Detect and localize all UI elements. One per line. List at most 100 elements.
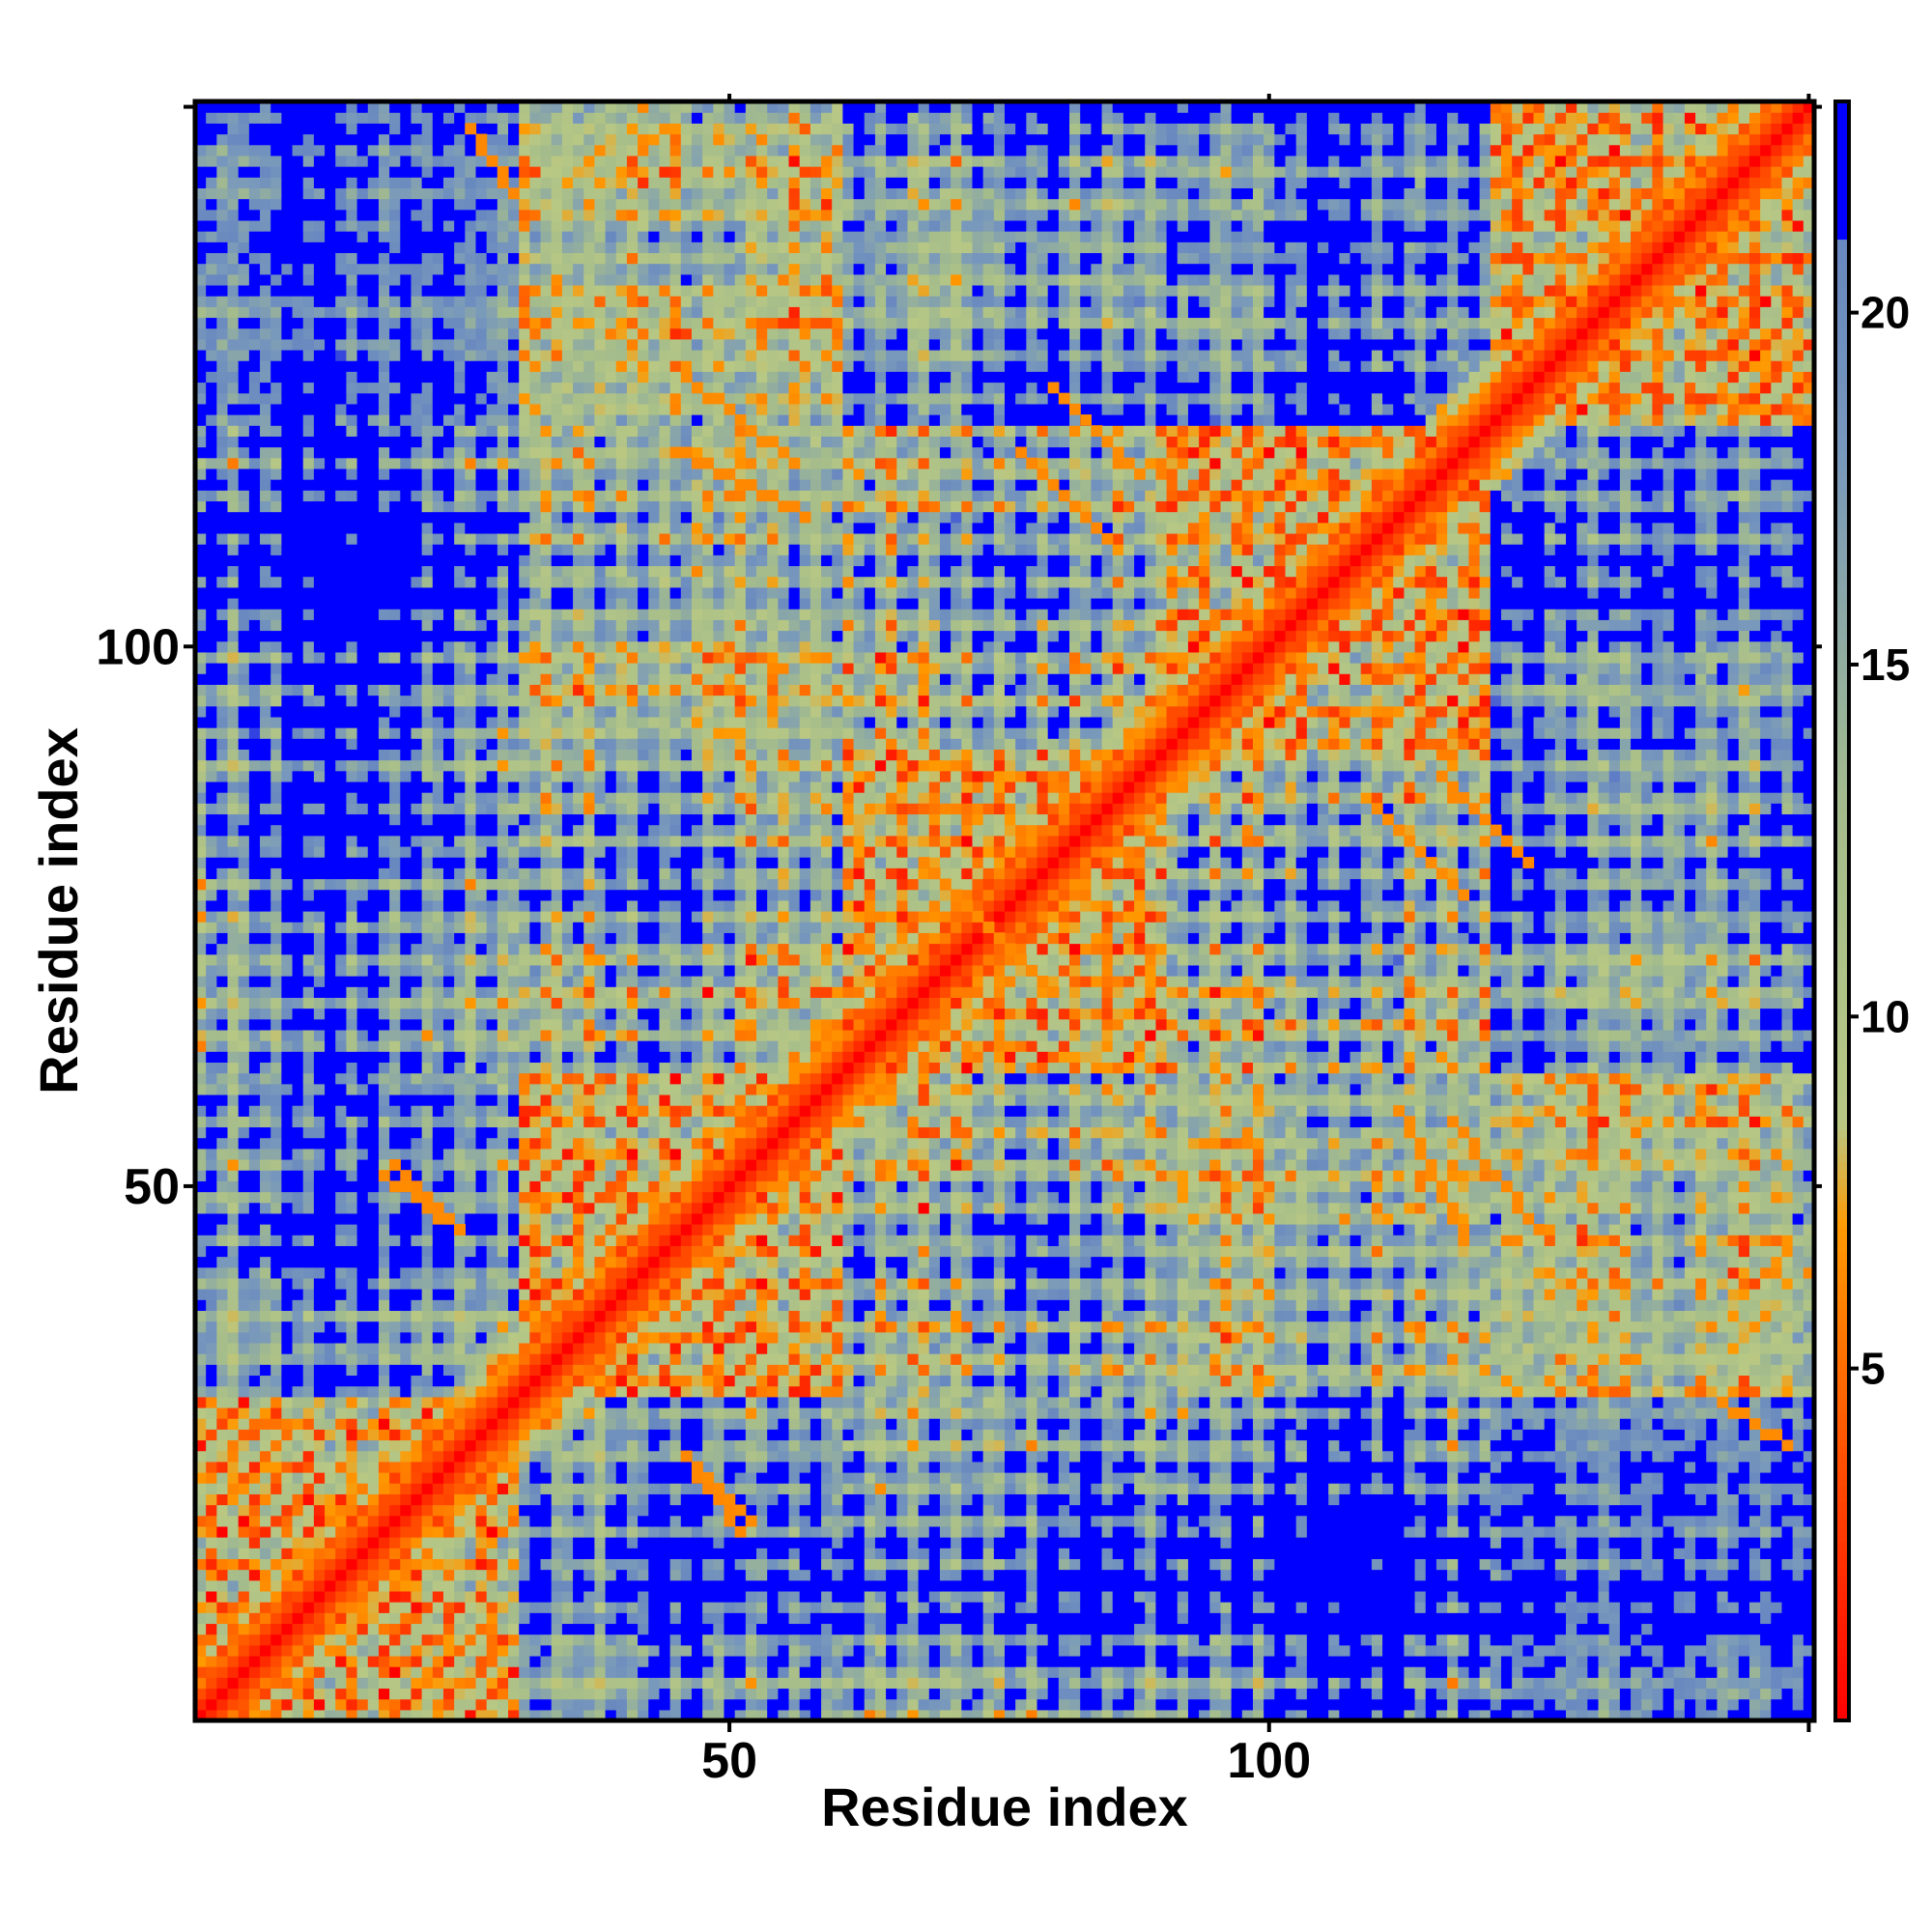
heatmap-cell [432,1579,444,1592]
heatmap-cell [519,1277,530,1290]
heatmap-cell [432,360,444,372]
heatmap-cell [497,219,509,232]
heatmap-cell [248,1224,261,1236]
heatmap-cell [508,1137,520,1150]
heatmap-cell [302,576,315,588]
heatmap-cell [540,1310,553,1322]
heatmap-cell [551,1353,563,1365]
heatmap-cell [281,695,294,707]
heatmap-cell [248,1450,261,1463]
heatmap-cell [475,1191,488,1204]
heatmap-cell [529,1245,542,1258]
heatmap-cell [400,1623,412,1635]
heatmap-cell [378,1353,390,1365]
heatmap-cell [313,532,326,545]
heatmap-cell [411,1375,423,1387]
heatmap-cell [238,867,250,880]
heatmap-cell [356,1677,369,1690]
heatmap-cell [508,1558,520,1571]
heatmap-cell [356,403,369,415]
heatmap-cell [238,1116,250,1128]
heatmap-cell [281,263,294,275]
heatmap-cell [400,231,412,242]
heatmap-cell [540,1558,553,1571]
heatmap-cell [442,1191,455,1204]
heatmap-cell [216,1342,229,1354]
heatmap-cell [216,1375,229,1387]
heatmap-cell [442,242,455,254]
heatmap-cell [421,1450,434,1463]
heatmap-cell [475,1040,488,1052]
heatmap-cell [325,576,336,588]
heatmap-cell [325,532,336,545]
heatmap-cell [389,911,401,923]
heatmap-cell [270,349,282,361]
heatmap-cell [227,284,240,297]
heatmap-cell [260,1245,271,1258]
heatmap-cell [454,349,466,361]
heatmap-cell [248,544,261,555]
heatmap-cell [529,403,542,415]
heatmap-cell [475,673,488,685]
heatmap-cell [302,1126,315,1139]
heatmap-cell [465,1299,477,1312]
heatmap-cell [270,705,282,718]
heatmap-cell [540,1644,553,1657]
heatmap-cell [292,1212,304,1225]
heatmap-cell [346,1170,358,1181]
heatmap-cell [389,144,401,156]
heatmap-cell [292,112,304,124]
heatmap-cell [475,976,488,987]
heatmap-cell [281,1289,294,1300]
heatmap-cell [454,684,466,696]
heatmap-cell [519,943,530,955]
heatmap-cell [216,436,229,448]
heatmap-cell [367,878,380,891]
heatmap-cell [519,177,530,188]
heatmap-cell [411,1212,423,1225]
heatmap-cell [313,878,326,891]
heatmap-cell [292,1644,304,1657]
heatmap-cell [519,198,530,211]
heatmap-cell [281,976,294,987]
heatmap-cell [529,1331,542,1344]
heatmap-cell [195,425,207,437]
heatmap-cell [216,1483,229,1494]
heatmap-cell [260,1148,271,1160]
heatmap-cell [411,565,423,578]
heatmap-cell [248,371,261,384]
heatmap-cell [216,1493,229,1506]
heatmap-cell [465,695,477,707]
heatmap-cell [248,964,261,977]
heatmap-cell [454,857,466,868]
heatmap-cell [292,1158,304,1171]
heatmap-cell [302,1515,315,1527]
heatmap-cell [227,1342,240,1354]
heatmap-cell [292,1062,304,1074]
heatmap-cell [432,1299,444,1312]
heatmap-cell [238,663,250,674]
heatmap-cell [313,1385,326,1398]
heatmap-cell [281,1677,294,1690]
heatmap-cell [260,403,271,415]
heatmap-cell [378,1062,390,1074]
heatmap-cell [238,1353,250,1365]
heatmap-cell [216,392,229,405]
heatmap-cell [325,554,336,567]
heatmap-cell [346,673,358,685]
heatmap-cell [302,1493,315,1506]
heatmap-cell [292,953,304,966]
heatmap-cell [195,1029,207,1041]
heatmap-cell [529,414,542,426]
heatmap-cell [400,382,412,394]
heatmap-cell [195,1406,207,1419]
heatmap-cell [260,673,271,685]
heatmap-cell [346,1461,358,1473]
heatmap-cell [497,252,509,265]
heatmap-cell [238,123,250,135]
heatmap-cell [313,1579,326,1592]
heatmap-cell [497,1170,509,1181]
heatmap-cell [227,1018,240,1031]
heatmap-cell [432,231,444,242]
heatmap-cell [367,457,380,469]
